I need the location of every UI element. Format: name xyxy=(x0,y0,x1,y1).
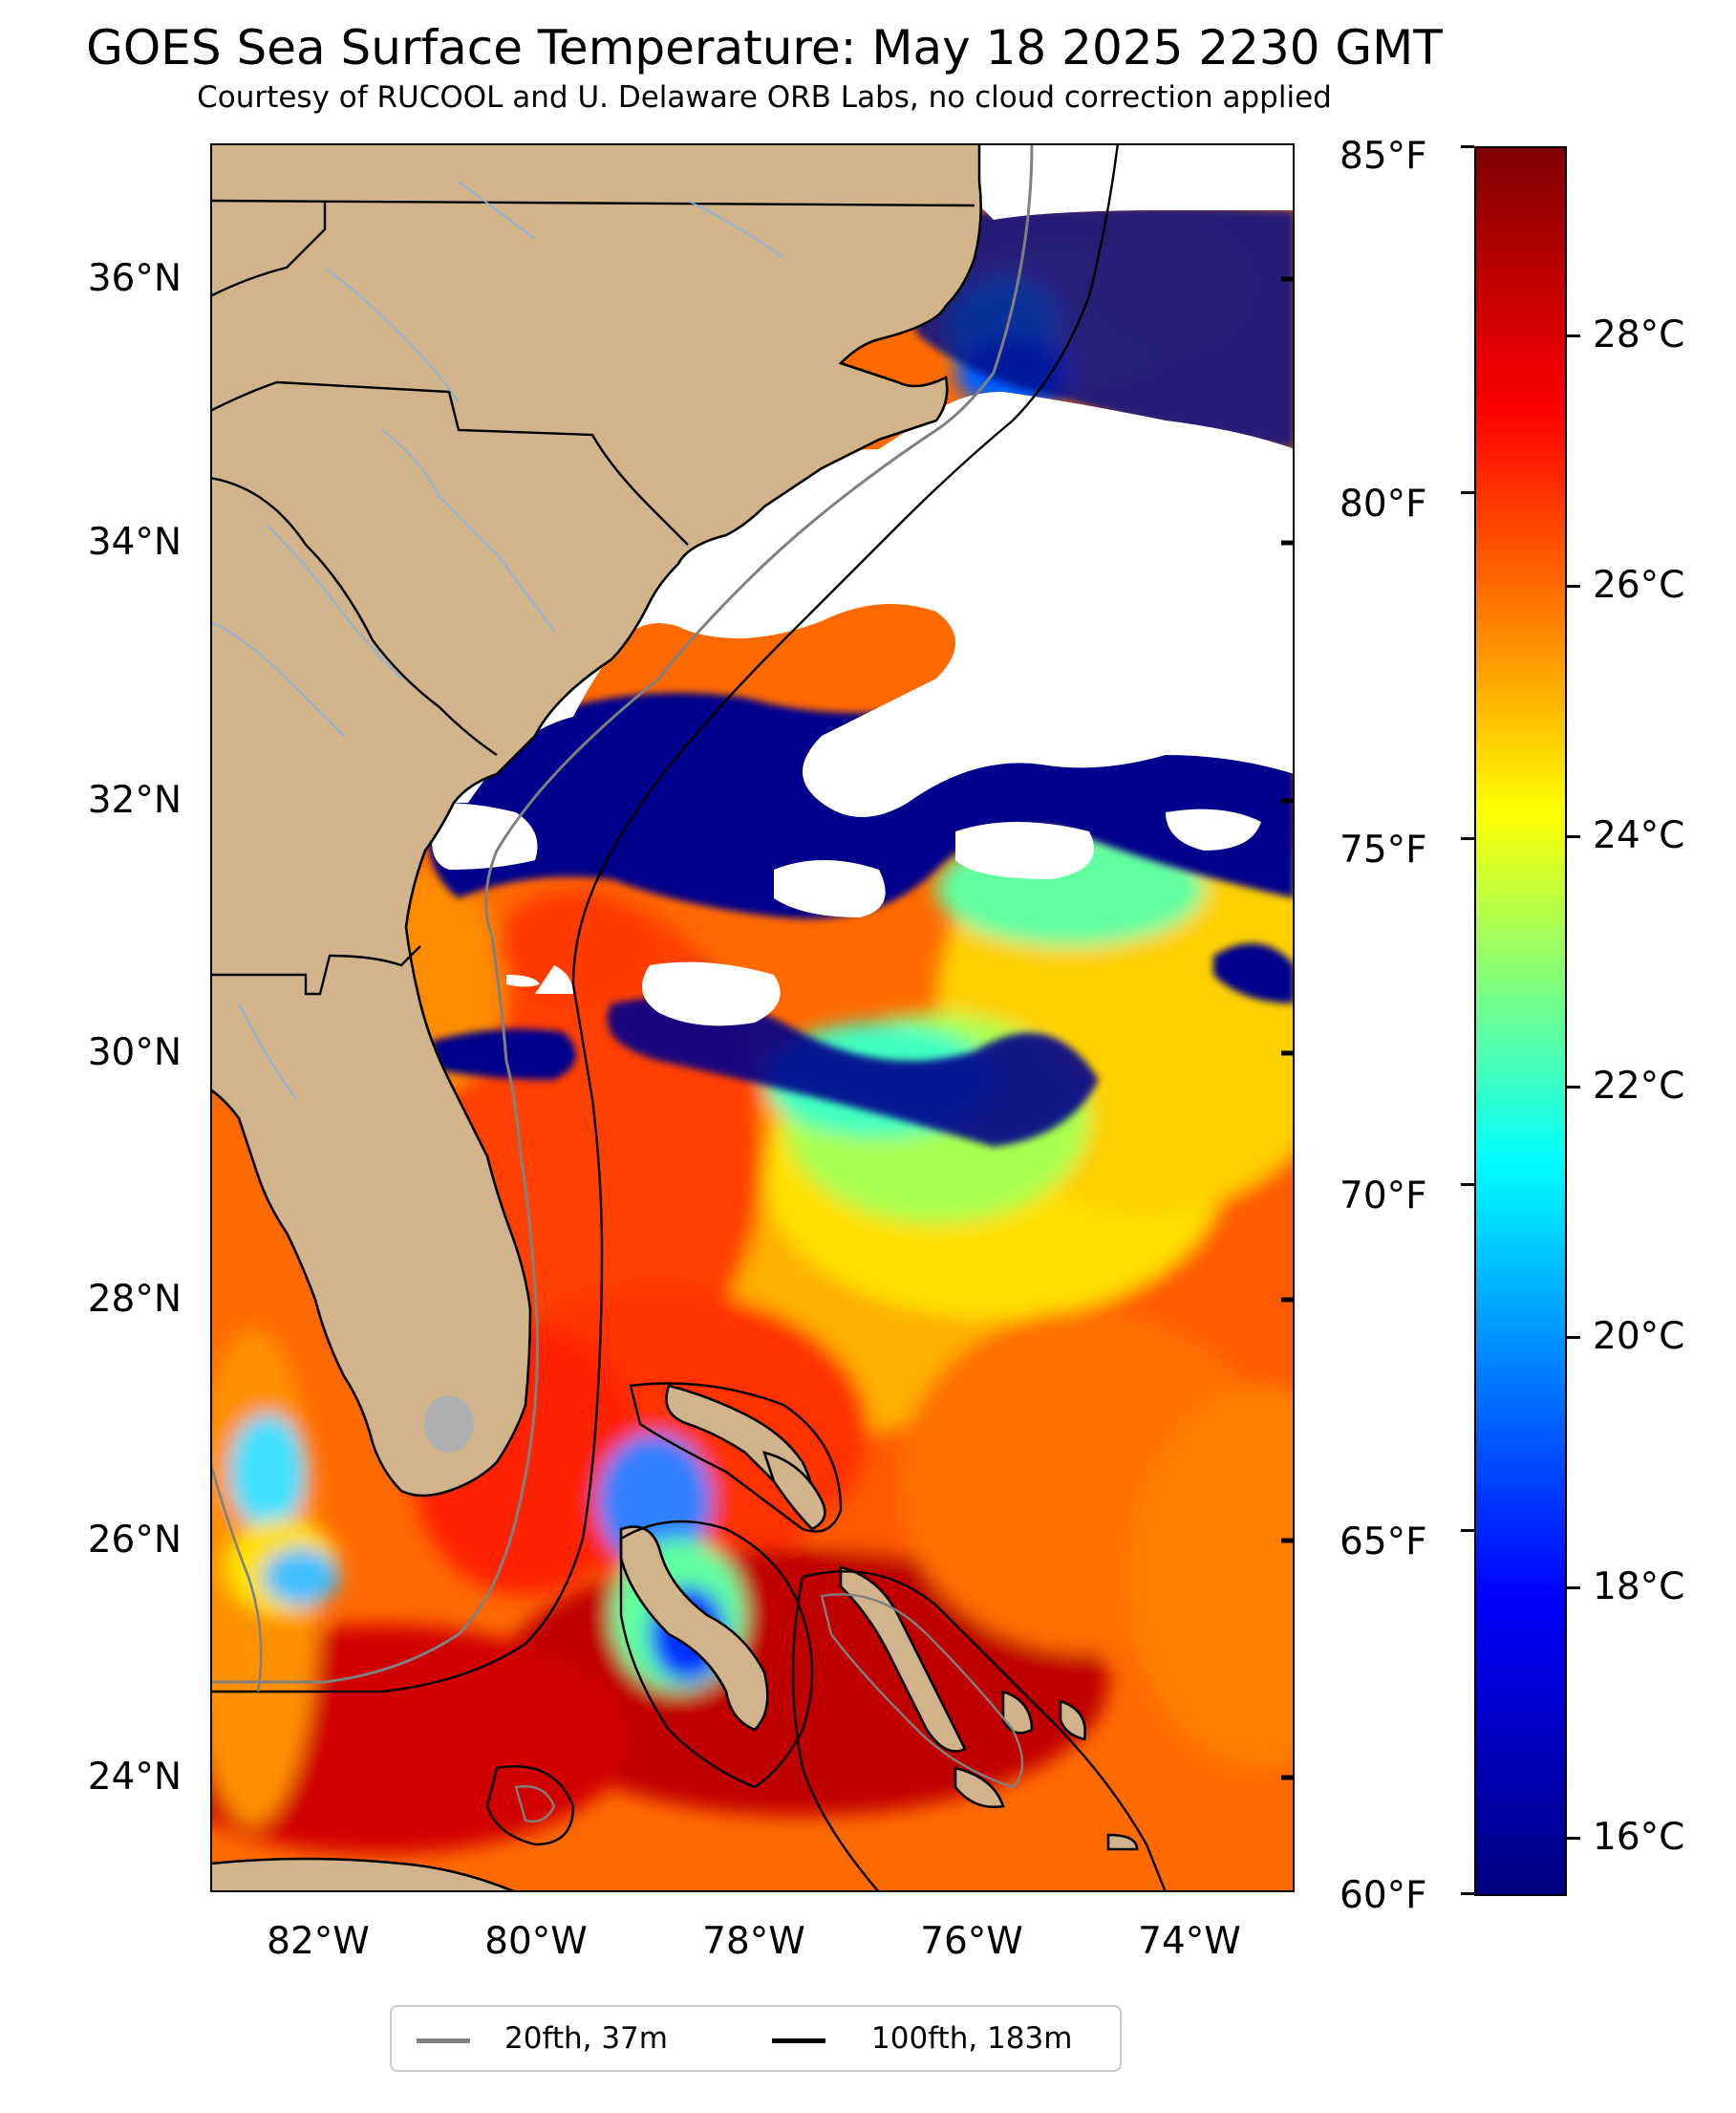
colorbar-fahrenheit-label: 70°F xyxy=(1340,1175,1427,1218)
colorbar-celsius-label: 26°C xyxy=(1593,564,1685,607)
legend-swatch-20fth xyxy=(417,2038,470,2043)
chart-title: GOES Sea Surface Temperature: May 18 202… xyxy=(86,20,1443,75)
lat-tick-label: 28°N xyxy=(87,1278,182,1321)
map-frame xyxy=(210,143,1295,1892)
lake-okeechobee xyxy=(424,1395,474,1453)
major-ticks xyxy=(1281,276,1295,1780)
colorbar-celsius-label: 18°C xyxy=(1593,1565,1685,1608)
lon-tick-label: 80°W xyxy=(484,1920,588,1963)
colorbar-tick xyxy=(1567,1837,1580,1840)
lon-tick-label: 82°W xyxy=(267,1920,370,1963)
colorbar-celsius-label: 24°C xyxy=(1593,814,1685,857)
lat-tick-label: 34°N xyxy=(87,521,182,564)
colorbar-tick xyxy=(1567,334,1580,337)
colorbar-tick xyxy=(1567,835,1580,838)
colorbar-fahrenheit-label: 60°F xyxy=(1340,1874,1427,1917)
colorbar-fahrenheit-label: 65°F xyxy=(1340,1520,1427,1563)
colorbar-tick xyxy=(1461,1529,1474,1532)
sst-map-canvas xyxy=(210,143,1295,1892)
colorbar-tick xyxy=(1567,585,1580,588)
lat-tick-label: 26°N xyxy=(87,1519,182,1562)
colorbar xyxy=(1474,146,1567,1896)
legend-swatch-100fth xyxy=(772,2038,825,2043)
colorbar-tick xyxy=(1461,145,1474,148)
colorbar-fahrenheit-label: 75°F xyxy=(1340,829,1427,872)
colorbar-celsius-label: 16°C xyxy=(1593,1816,1685,1859)
isobath-20fth xyxy=(210,143,1034,1684)
colorbar-tick xyxy=(1461,1892,1474,1895)
isobath-20fth-west xyxy=(210,1461,263,1693)
sst-map[interactable] xyxy=(210,143,1295,1892)
legend-label-20fth: 20fth, 37m xyxy=(504,2021,668,2056)
lat-tick-label: 30°N xyxy=(87,1031,182,1074)
colorbar-tick xyxy=(1567,1086,1580,1089)
colorbar-tick xyxy=(1461,491,1474,494)
land xyxy=(210,143,982,1498)
cuba-land xyxy=(210,1857,517,1892)
colorbar-celsius-label: 28°C xyxy=(1593,313,1685,356)
isobath-legend: 20fth, 37m 100fth, 183m xyxy=(390,2005,1122,2072)
lat-tick-label: 36°N xyxy=(87,257,182,300)
colorbar-tick xyxy=(1461,1183,1474,1186)
lon-tick-label: 74°W xyxy=(1138,1920,1241,1963)
colorbar-celsius-label: 22°C xyxy=(1593,1065,1685,1108)
bahamas-islands xyxy=(619,1384,1139,1851)
lat-tick-label: 32°N xyxy=(87,779,182,822)
lat-tick-label: 24°N xyxy=(87,1756,182,1799)
colorbar-fahrenheit-label: 85°F xyxy=(1340,135,1427,178)
chart-subtitle: Courtesy of RUCOOL and U. Delaware ORB L… xyxy=(197,80,1332,115)
colorbar-tick xyxy=(1567,1586,1580,1589)
colorbar-tick xyxy=(1461,837,1474,840)
lon-tick-label: 76°W xyxy=(920,1920,1023,1963)
isobath-100fth xyxy=(210,143,1120,1693)
colorbar-celsius-label: 20°C xyxy=(1593,1315,1685,1358)
bahamas-isobaths xyxy=(485,1382,1168,1892)
rivers xyxy=(210,181,784,1100)
state-borders xyxy=(210,199,975,996)
legend-label-100fth: 100fth, 183m xyxy=(871,2021,1073,2056)
colorbar-fahrenheit-label: 80°F xyxy=(1340,483,1427,526)
colorbar-tick xyxy=(1567,1336,1580,1339)
lon-tick-label: 78°W xyxy=(702,1920,805,1963)
